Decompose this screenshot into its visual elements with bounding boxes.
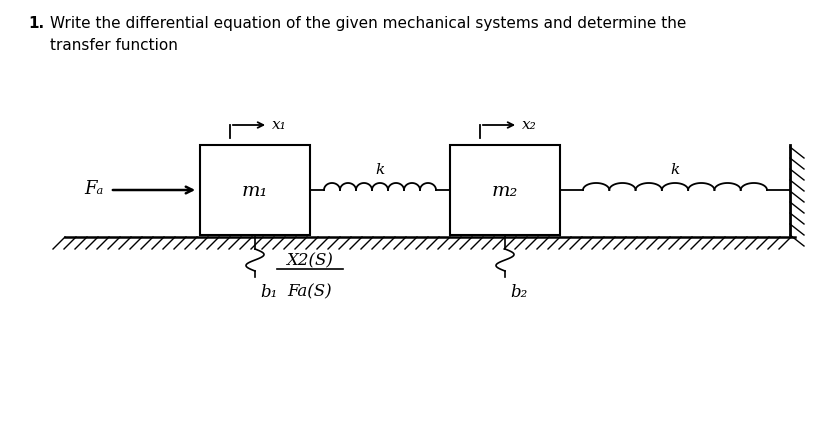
Text: Write the differential equation of the given mechanical systems and determine th: Write the differential equation of the g…: [50, 16, 686, 31]
Text: m₁: m₁: [241, 181, 268, 200]
Text: k: k: [375, 163, 385, 177]
Bar: [449, 146, 559, 236]
Bar: [200, 146, 309, 236]
Text: x₂: x₂: [521, 118, 536, 132]
Text: b₁: b₁: [260, 283, 277, 300]
Text: k: k: [670, 163, 679, 177]
Text: transfer function: transfer function: [50, 38, 178, 53]
Text: Fₐ: Fₐ: [84, 180, 104, 197]
Text: b₂: b₂: [509, 283, 527, 300]
Text: 1.: 1.: [28, 16, 44, 31]
Text: m₂: m₂: [491, 181, 518, 200]
Text: X2(S): X2(S): [286, 252, 333, 268]
Text: x₁: x₁: [272, 118, 286, 132]
Text: Fa(S): Fa(S): [287, 283, 332, 299]
